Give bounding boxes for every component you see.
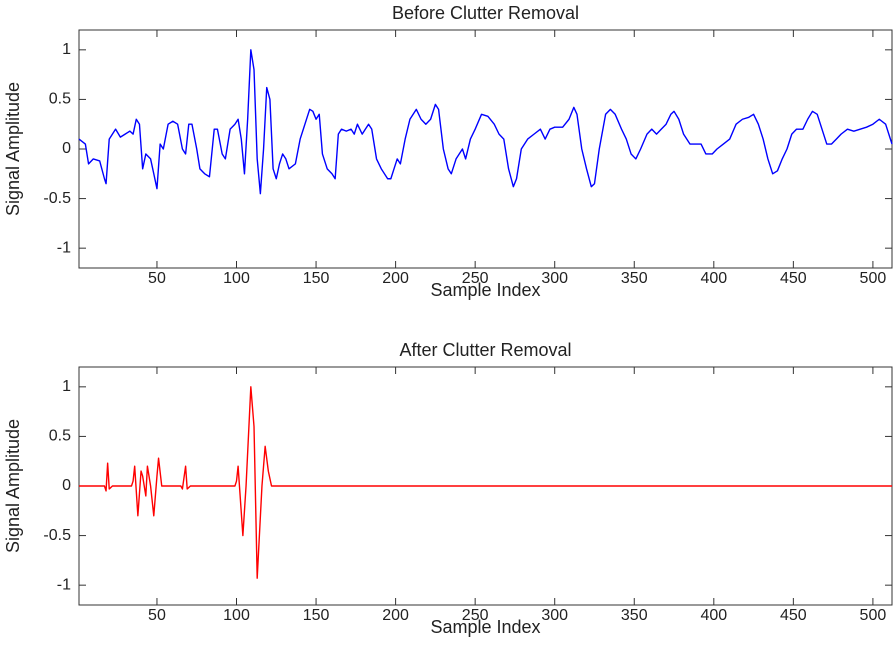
y-axis-label: Signal Amplitude [3,82,23,216]
y-tick-label: -0.5 [43,527,71,544]
y-tick-label: 0.5 [49,91,71,108]
y-tick-label: -1 [57,576,71,593]
y-tick-label: -0.5 [43,190,71,207]
y-axis-label: Signal Amplitude [3,419,23,553]
x-axis-label: Sample Index [430,617,540,637]
y-tick-label: 0 [62,477,71,494]
plot-area [78,29,893,269]
x-tick-label: 450 [780,607,807,624]
chart-title: After Clutter Removal [399,340,571,360]
x-tick-label: 100 [223,607,250,624]
signal-line [78,49,893,195]
y-tick-label: -1 [57,239,71,256]
x-tick-label: 400 [700,270,727,287]
x-tick-label: 150 [303,607,330,624]
y-tick-label: 1 [62,41,71,58]
x-tick-label: 400 [700,607,727,624]
x-tick-label: 150 [303,270,330,287]
x-tick-label: 300 [541,270,568,287]
y-tick-label: 1 [62,378,71,395]
x-tick-label: 300 [541,607,568,624]
x-tick-label: 200 [382,270,409,287]
x-tick-label: 250 [462,607,489,624]
x-tick-label: 50 [148,607,166,624]
x-axis-label: Sample Index [430,280,540,300]
x-tick-label: 50 [148,270,166,287]
x-tick-label: 500 [860,270,887,287]
x-tick-label: 350 [621,270,648,287]
y-tick-label: 0 [62,140,71,157]
signal-line [79,386,892,579]
x-tick-label: 200 [382,607,409,624]
x-tick-label: 100 [223,270,250,287]
x-tick-label: 250 [462,270,489,287]
y-tick-label: 0.5 [49,428,71,445]
x-tick-label: 350 [621,607,648,624]
x-tick-label: 450 [780,270,807,287]
x-tick-label: 500 [860,607,887,624]
chart-title: Before Clutter Removal [392,3,579,23]
